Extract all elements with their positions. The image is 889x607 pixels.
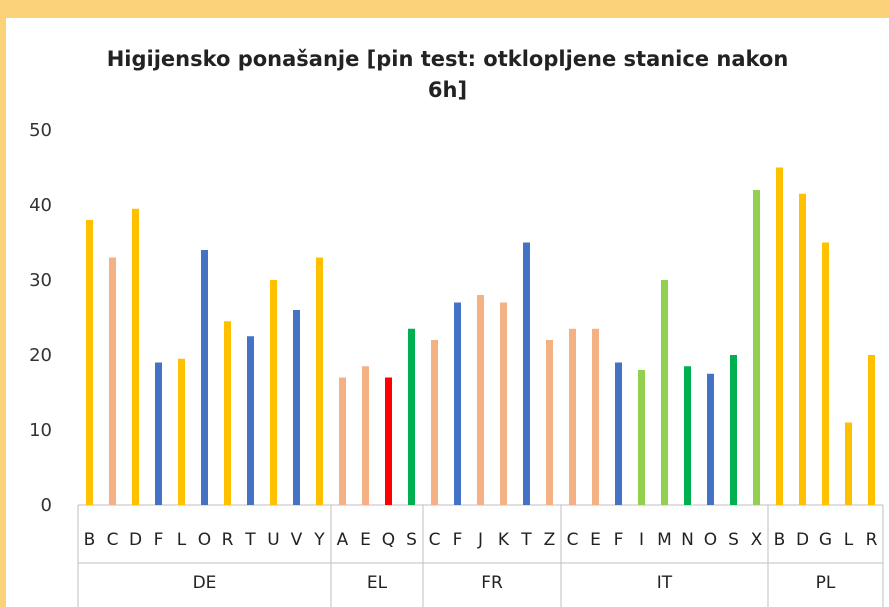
bar <box>661 280 668 505</box>
x-tick-label: X <box>751 530 763 550</box>
x-tick-label: Q <box>382 530 395 550</box>
x-tick-label: C <box>429 530 441 550</box>
bar <box>408 328 415 505</box>
bar <box>339 377 346 505</box>
bar <box>454 302 461 505</box>
x-group-label: EL <box>367 573 388 593</box>
y-tick-label: 20 <box>29 345 52 366</box>
bar <box>730 355 737 505</box>
bar <box>868 355 875 505</box>
x-tick-label: V <box>291 530 303 550</box>
x-tick-label: O <box>198 530 211 550</box>
bar <box>178 358 185 505</box>
x-tick-label: R <box>866 530 878 550</box>
bar <box>201 250 208 505</box>
x-group-label: FR <box>481 573 503 593</box>
x-tick-label: D <box>129 530 142 550</box>
x-tick-label: M <box>657 530 672 550</box>
bar <box>224 321 231 505</box>
x-tick-label: F <box>614 530 624 550</box>
x-tick-label: S <box>728 530 739 550</box>
x-tick-label: E <box>590 530 601 550</box>
x-group-label: DE <box>193 573 217 593</box>
x-tick-label: R <box>222 530 234 550</box>
x-tick-label: E <box>360 530 371 550</box>
x-tick-label: J <box>477 530 483 550</box>
chart-title-line-1: Higijensko ponašanje [pin test: otkloplj… <box>106 47 789 71</box>
bar <box>707 373 714 505</box>
bar <box>385 377 392 505</box>
x-tick-label: N <box>681 530 694 550</box>
bar <box>753 190 760 505</box>
x-tick-label: T <box>520 530 532 550</box>
bar <box>569 328 576 505</box>
y-tick-label: 10 <box>29 420 52 441</box>
chart-frame: Higijensko ponašanje [pin test: otkloplj… <box>6 18 889 607</box>
bar <box>615 362 622 505</box>
x-tick-label: Y <box>313 530 325 550</box>
x-tick-label: L <box>177 530 187 550</box>
bar <box>799 193 806 505</box>
x-tick-label: D <box>796 530 809 550</box>
bar <box>477 295 484 505</box>
bar <box>362 366 369 505</box>
bar <box>86 220 93 505</box>
y-tick-label: 40 <box>29 195 52 216</box>
x-tick-label: U <box>267 530 279 550</box>
bar <box>270 280 277 505</box>
bar <box>822 242 829 505</box>
x-tick-label: I <box>639 530 644 550</box>
x-tick-label: O <box>704 530 717 550</box>
bar <box>431 340 438 505</box>
bar <box>776 167 783 505</box>
x-tick-label: F <box>453 530 463 550</box>
bar <box>523 242 530 505</box>
x-tick-label: T <box>244 530 256 550</box>
bar <box>132 208 139 505</box>
bar <box>845 422 852 505</box>
bar <box>500 302 507 505</box>
bar <box>109 257 116 505</box>
x-group-label: PL <box>816 573 836 593</box>
x-tick-label: G <box>819 530 832 550</box>
x-tick-label: S <box>406 530 417 550</box>
x-tick-label: B <box>774 530 786 550</box>
x-group-label: IT <box>657 573 673 593</box>
x-tick-label: F <box>154 530 164 550</box>
bar <box>316 257 323 505</box>
y-tick-label: 50 <box>29 120 52 141</box>
x-tick-label: C <box>567 530 579 550</box>
y-tick-label: 0 <box>41 495 52 516</box>
bar <box>638 370 645 505</box>
x-tick-label: C <box>107 530 119 550</box>
x-tick-label: B <box>84 530 96 550</box>
bar <box>592 328 599 505</box>
x-tick-label: A <box>337 530 349 550</box>
chart-title-line-2: 6h] <box>427 78 468 102</box>
bar <box>155 362 162 505</box>
y-tick-label: 30 <box>29 270 52 291</box>
x-tick-label: K <box>498 530 510 550</box>
bar <box>247 336 254 505</box>
bar <box>293 310 300 505</box>
bar <box>684 366 691 505</box>
x-tick-label: L <box>844 530 854 550</box>
bar <box>546 340 553 505</box>
x-tick-label: Z <box>544 530 556 550</box>
